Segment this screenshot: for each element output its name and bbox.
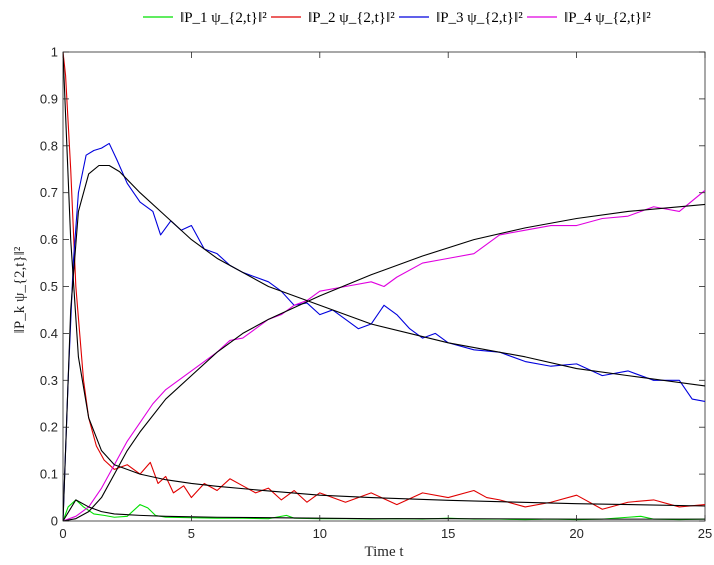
fit-line-2 [63, 52, 705, 507]
y-axis-label: ‖P_k ψ_{2,t}‖² [12, 246, 28, 333]
x-tick-label: 15 [441, 526, 455, 541]
fit-line-4 [63, 203, 705, 521]
legend-label: ‖P_4 ψ_{2,t}‖² [564, 10, 651, 26]
y-tick-label: 0.9 [40, 91, 58, 106]
y-tick-label: 1 [51, 45, 58, 60]
y-tick-label: 0.7 [40, 185, 58, 200]
x-tick-label: 0 [59, 526, 66, 541]
fit-line-1 [63, 499, 705, 521]
y-tick-label: 0.1 [40, 467, 58, 482]
legend: ‖P_1 ψ_{2,t}‖² ‖P_2 ψ_{2,t}‖² ‖P_3 ψ_{2,t}… [143, 10, 651, 26]
y-tick-label: 0.6 [40, 232, 58, 247]
x-tick-label: 10 [313, 526, 327, 541]
axis-ticks: 0 5 10 15 20 25 0 0.1 0.2 0.3 0.4 0.5 0.6 0.7 0.8 0.9 1 [40, 45, 712, 542]
series-line-2 [63, 52, 705, 510]
legend-label: ‖P_2 ψ_{2,t}‖² [308, 10, 395, 26]
legend-label: ‖P_3 ψ_{2,t}‖² [436, 10, 523, 26]
x-axis-label: Time t [364, 544, 404, 560]
x-tick-label: 25 [698, 526, 712, 541]
series-line-1 [63, 499, 705, 521]
series-layer [63, 52, 705, 521]
x-axis-label-text: Time t [364, 544, 404, 560]
y-tick-label: 0.4 [40, 326, 58, 341]
x-tick-label: 20 [569, 526, 583, 541]
y-tick-label: 0.5 [40, 279, 58, 294]
series-line-3 [63, 142, 705, 521]
y-tick-label: 0 [51, 514, 58, 529]
x-tick-label: 5 [188, 526, 195, 541]
y-tick-label: 0.2 [40, 420, 58, 435]
fit-line-3 [63, 164, 705, 521]
legend-label: ‖P_1 ψ_{2,t}‖² [180, 10, 267, 26]
y-tick-label: 0.8 [40, 138, 58, 153]
y-axis-label-text: ‖P_k ψ_{2,t}‖² [12, 246, 28, 333]
y-tick-label: 0.3 [40, 373, 58, 388]
series-line-4 [63, 189, 705, 521]
